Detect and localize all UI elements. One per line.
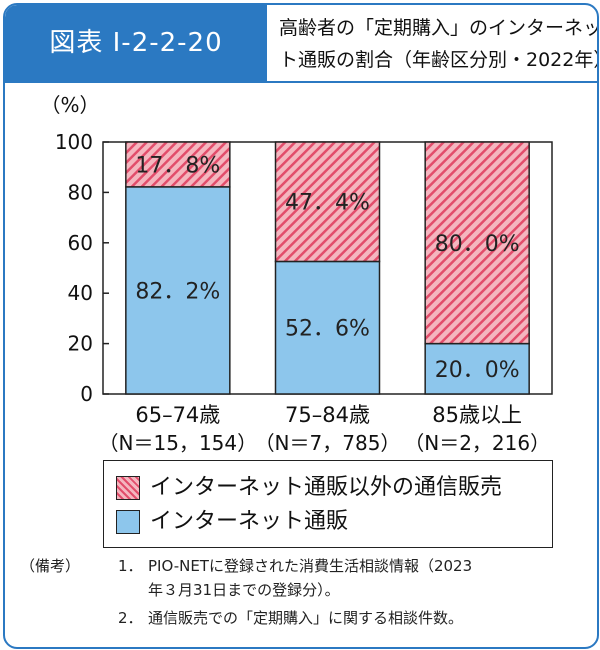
y-tick-label: 80 [68, 180, 93, 204]
figure-title-line1: 高齢者の「定期購入」のインターネッ [279, 17, 599, 39]
bar-data-label: 82．2% [135, 279, 220, 304]
note-1-number: 1． [118, 557, 143, 575]
legend-swatch-blue [116, 510, 140, 534]
y-tick-label: 100 [55, 130, 93, 154]
bar-internet-segment [125, 186, 231, 395]
y-axis-label: （%） [40, 93, 99, 117]
y-tick-label: 0 [80, 382, 93, 406]
bar-other-segment [125, 141, 231, 188]
x-category-sublabel: （N＝2，216） [404, 431, 550, 455]
legend-label: インターネット通販以外の通信販売 [150, 475, 503, 500]
figure-label-box: 図表 I-2-2-20 [5, 5, 267, 81]
note-2-number: 2． [118, 609, 143, 627]
notes-prefix: （備考） [20, 557, 81, 575]
note-1-line2: 年３月31日までの登録分）。 [148, 581, 340, 599]
x-category-label: 75–84歳 [285, 403, 370, 427]
note-2-line1: 通信販売での「定期購入」に関する相談件数。 [148, 609, 464, 627]
bar-data-label: 20．0% [435, 358, 520, 383]
stacked-bar-chart: （%） 0 20 40 60 80 100 82．2% 17．8% 65–74歳 （N＝15，15… [40, 93, 553, 455]
figure-title-box: 高齢者の「定期購入」のインターネッ ト通販の割合（年齢区分別・2022年） [267, 5, 597, 81]
bar-data-label: 47．4% [285, 191, 370, 216]
bar-other-segment [274, 141, 381, 263]
x-category-label: 65–74歳 [135, 403, 220, 427]
y-tick-label: 40 [68, 281, 93, 305]
legend-label: インターネット通販 [150, 509, 349, 534]
y-tick-label: 20 [68, 332, 93, 356]
bar-internet-segment [274, 260, 381, 395]
x-category-sublabel: （N＝7，785） [255, 431, 401, 455]
figure-header: 図表 I-2-2-20 高齢者の「定期購入」のインターネッ ト通販の割合（年齢区… [5, 5, 597, 83]
x-category-sublabel: （N＝15，154） [99, 431, 258, 455]
bar-data-label: 17．8% [135, 153, 220, 178]
figure-title-line2: ト通販の割合（年齢区分別・2022年） [279, 49, 599, 71]
legend-swatch-hatched [116, 476, 140, 500]
bar-other-segment [424, 141, 530, 345]
figure-label: 図表 I-2-2-20 [49, 28, 223, 58]
bar-data-label: 52．6% [285, 317, 370, 342]
bar-data-label: 80．0% [435, 232, 520, 257]
y-tick-label: 60 [68, 231, 93, 255]
chart-legend: インターネット通販以外の通信販売 インターネット通販 [103, 460, 553, 548]
note-1-line1: PIO-NETに登録された消費生活相談情報（2023 [148, 557, 473, 575]
bar-internet-segment [424, 342, 530, 395]
x-category-label: 85歳以上 [432, 403, 522, 427]
